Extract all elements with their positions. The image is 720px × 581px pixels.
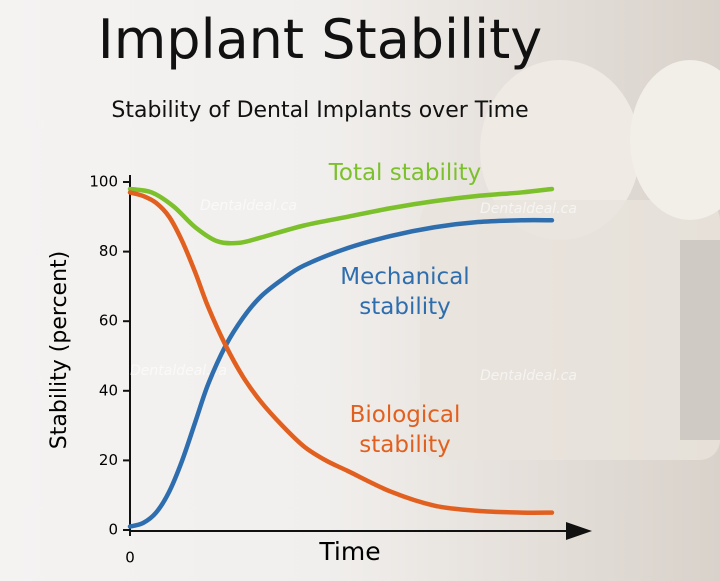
y-tick-label: 100 <box>89 173 118 191</box>
y-tick-label: 0 <box>108 521 118 539</box>
series-label: Mechanical stability <box>340 264 470 320</box>
y-axis-label: Stability (percent) <box>47 251 72 449</box>
tooth-shape <box>480 60 640 240</box>
chart-title: Implant Stability <box>97 8 543 71</box>
series-line <box>127 186 555 246</box>
series-line <box>127 217 555 529</box>
tooth-shape <box>630 60 720 220</box>
x-tick-label: 0 <box>125 549 135 567</box>
chart-subtitle: Stability of Dental Implants over Time <box>111 98 529 123</box>
watermark: Dentaldeal.ca <box>480 368 577 384</box>
implant-screw <box>680 240 720 440</box>
watermark: Dentaldeal.ca <box>200 198 297 214</box>
model-base <box>420 200 720 460</box>
y-tick-label: 40 <box>99 381 118 399</box>
x-axis-arrow <box>566 522 592 540</box>
y-tick-label: 20 <box>99 451 118 469</box>
y-tick-label: 80 <box>99 242 118 260</box>
y-tick-label: 60 <box>99 312 118 330</box>
watermark: Dentaldeal.ca <box>480 201 577 217</box>
x-axis-label: Time <box>318 537 380 566</box>
series-line <box>127 190 555 515</box>
series-label: Biological stability <box>349 402 461 458</box>
watermark: Dentaldeal.ca <box>130 363 227 379</box>
series-label: Total stability <box>328 160 482 186</box>
